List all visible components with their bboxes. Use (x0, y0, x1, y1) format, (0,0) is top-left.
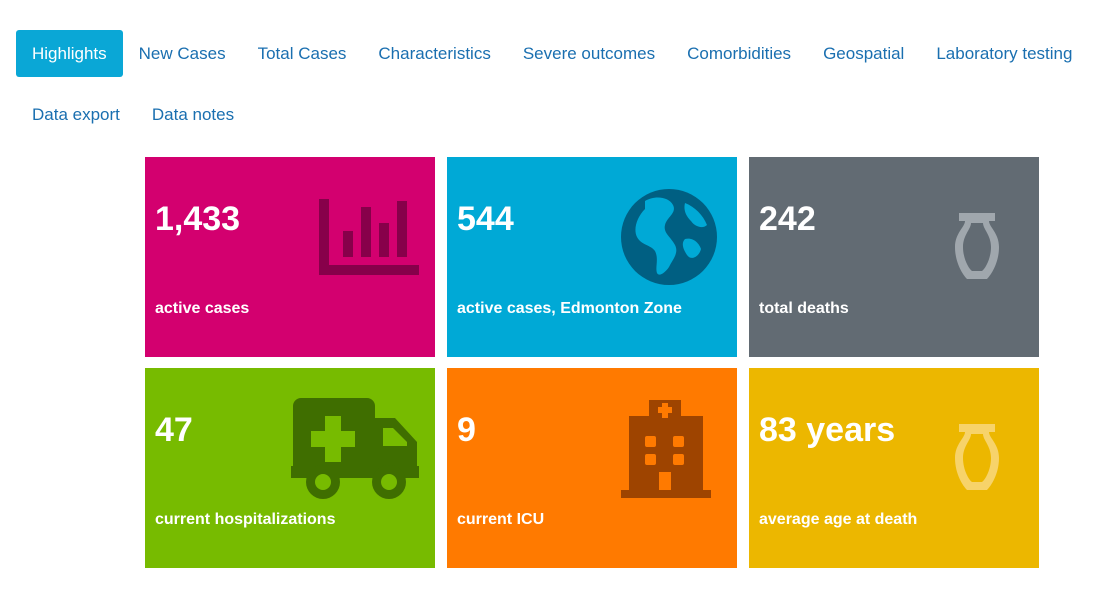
tile-value: 47 (155, 411, 193, 449)
tab-laboratory-testing[interactable]: Laboratory testing (936, 44, 1073, 63)
tile-value: 9 (457, 411, 476, 449)
tab-severe-outcomes[interactable]: Severe outcomes (522, 44, 656, 63)
tile-value: 544 (457, 200, 514, 238)
tile-label: current hospitalizations (155, 511, 336, 528)
tab-bar: Highlights New Cases Total Cases Charact… (16, 30, 1096, 138)
tab-geospatial[interactable]: Geospatial (823, 44, 905, 63)
tile-average-age-at-death: 83 years average age at death (749, 368, 1039, 568)
tile-current-icu: 9 current ICU (447, 368, 737, 568)
hospital-icon (621, 400, 711, 498)
tile-value: 83 years (759, 411, 896, 449)
tab-total-cases[interactable]: Total Cases (257, 44, 347, 63)
ambulance-icon (291, 398, 419, 499)
tile-active-cases-edmonton: 544 active cases, Edmonton Zone (447, 157, 737, 357)
urn-icon (955, 213, 999, 279)
tile-value: 242 (759, 200, 816, 238)
tile-total-deaths: 242 total deaths (749, 157, 1039, 357)
tab-data-export[interactable]: Data export (32, 105, 120, 124)
highlight-tiles: 1,433 active cases 544 active cases, Edm… (145, 157, 1039, 568)
tab-data-notes[interactable]: Data notes (151, 105, 235, 124)
tab-characteristics[interactable]: Characteristics (378, 44, 491, 63)
bar-chart-icon (319, 199, 419, 275)
tile-current-hospitalizations: 47 current hospitalizations (145, 368, 435, 568)
tab-comorbidities[interactable]: Comorbidities (687, 44, 792, 63)
globe-icon (621, 189, 717, 285)
tab-highlights[interactable]: Highlights (16, 30, 123, 77)
tile-value: 1,433 (155, 200, 241, 238)
tile-label: total deaths (759, 300, 849, 317)
tile-label: current ICU (457, 511, 545, 528)
tile-active-cases: 1,433 active cases (145, 157, 435, 357)
urn-icon (955, 424, 999, 490)
tile-label: active cases (155, 300, 250, 317)
tile-label: average age at death (759, 511, 918, 528)
tab-new-cases[interactable]: New Cases (138, 44, 226, 63)
tile-label: active cases, Edmonton Zone (457, 300, 682, 317)
